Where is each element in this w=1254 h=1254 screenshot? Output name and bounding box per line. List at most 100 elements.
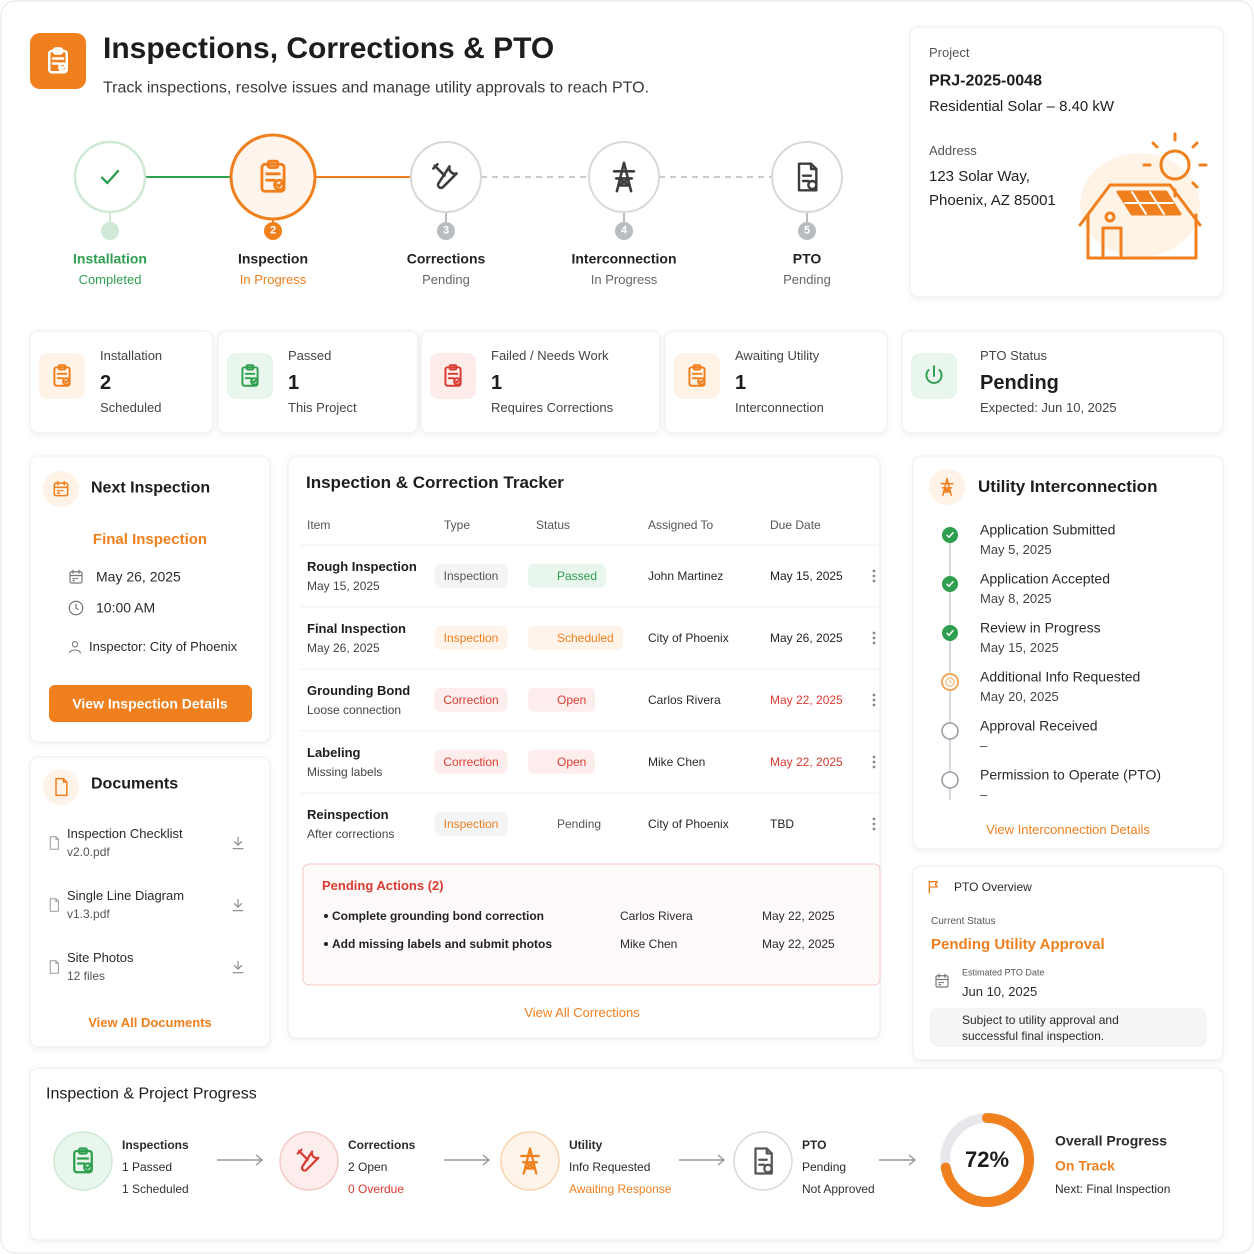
link[interactable]: View All Documents [88,1015,212,1031]
label: Not Approved [802,1181,875,1196]
label: May 22, 2025 [762,908,835,923]
icon-part [260,162,286,193]
icon [444,364,462,387]
icon [296,1148,320,1172]
icon-part [62,377,71,386]
icon-part [436,165,458,190]
menu-dot [872,827,876,831]
icon-part [55,960,59,964]
icon-part [252,379,257,384]
column-header: Status [536,517,571,532]
icon-part [100,169,120,185]
icon-part [946,581,954,587]
icon-part [85,1165,91,1170]
label: City of Phoenix [648,630,729,645]
download-icon[interactable] [232,898,244,912]
icon-part [53,47,63,55]
icon [68,600,84,616]
menu-dot [872,822,876,826]
icon-part [241,366,259,387]
progress-icon-bg [53,1131,113,1191]
label: May 15, 2025 [307,578,380,593]
card-title: Inspection & Project Progress [46,1085,257,1103]
step-dot [615,222,633,240]
label: Requires Corrections [491,400,614,416]
icon [754,1147,773,1175]
menu-dot [872,760,876,764]
label: 10:00 AM [96,599,156,616]
icon-part [245,364,255,371]
document-name[interactable]: Site Photos [67,950,134,966]
status-pill: Scheduled [528,625,623,651]
project-id: PRJ-2025-0048 [929,72,1042,90]
label: John Martinez [648,568,724,583]
label: May 26, 2025 [770,630,843,645]
icon [100,169,120,185]
progress-icon-bg [279,1131,339,1191]
link[interactable]: View All Corrections [524,1005,640,1021]
label: Inspections [122,1137,189,1152]
icon [241,364,259,387]
label: Failed / Needs Work [491,348,609,364]
label: May 26, 2025 [96,568,181,585]
icon-part [1159,149,1191,181]
label: Passed [288,348,332,364]
download-icon[interactable] [232,960,244,974]
stat-card [901,330,1224,434]
menu-dot [872,579,876,583]
document-name[interactable]: Single Line Diagram [67,888,185,904]
icon-part [688,366,706,387]
icon-part [51,57,65,65]
primary-button[interactable] [49,685,252,722]
label: Missing labels [307,764,383,779]
icon-part [691,372,703,380]
icon [797,162,818,192]
bullet [324,942,328,946]
step-status: Completed [78,272,142,288]
label: Phoenix, AZ 85001 [929,192,1056,209]
label: Scheduled [100,400,162,416]
icon-part [520,1147,540,1175]
label: Mike Chen [648,754,706,769]
label: After corrections [307,826,395,841]
label: Final Inspection [307,621,406,637]
utility-card [912,455,1224,850]
icon-part [55,777,68,797]
link[interactable]: View Interconnection Details [986,822,1150,838]
icon [935,973,949,988]
label: PTO [802,1137,827,1152]
step-circle [771,141,843,213]
column-header: Due Date [770,517,821,532]
label: Current Status [931,916,996,927]
stat-card [664,330,888,434]
label: Address [929,143,977,159]
icon-part [699,379,704,384]
column-header: Item [307,517,331,532]
icon-part [1101,226,1123,260]
label: May 22, 2025 [770,692,843,707]
label: May 26, 2025 [307,640,380,655]
step-status: Pending [783,272,831,288]
label: PTO Status [980,348,1047,364]
label: Application Accepted [980,570,1110,587]
status-pill: Pending [528,811,611,837]
progress-card [29,1067,1224,1241]
button-label[interactable]: View Inspection Details [72,695,228,712]
stat-icon-bg [39,353,85,399]
label: May 5, 2025 [980,542,1052,558]
document-name[interactable]: Inspection Checklist [67,826,183,842]
download-icon[interactable] [232,836,244,850]
card-icon-bg [43,769,79,805]
icon-part [935,975,949,988]
icon-part [612,161,636,193]
stat-icon-bg [674,353,720,399]
icon-part [83,1162,93,1173]
icon [431,162,458,190]
label: Mike Chen [620,936,678,951]
step-status: In Progress [239,272,307,288]
icon-part [692,364,702,371]
icon [946,581,954,587]
icon [928,881,939,894]
icon [69,641,81,654]
